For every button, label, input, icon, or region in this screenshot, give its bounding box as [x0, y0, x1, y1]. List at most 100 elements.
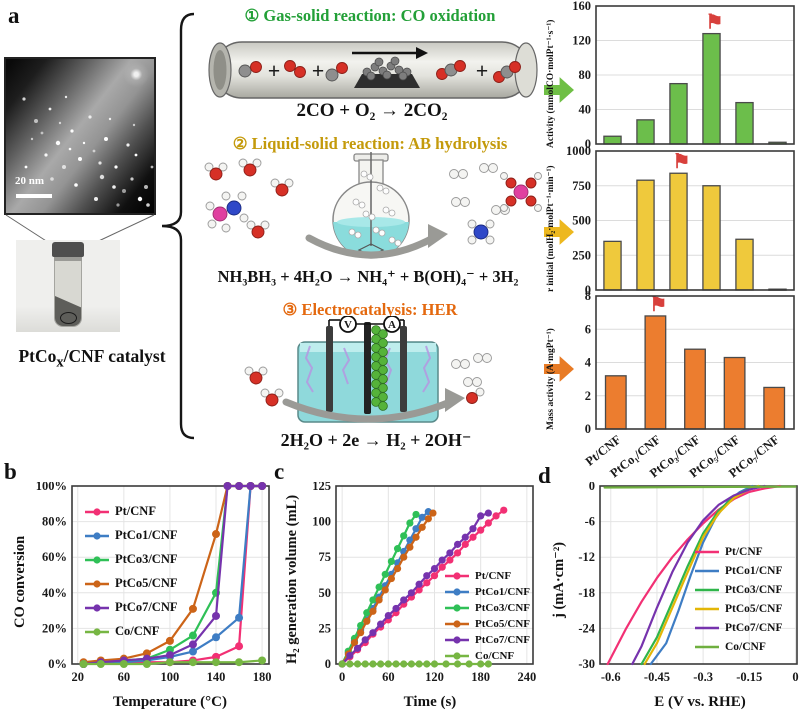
svg-text:750: 750	[572, 179, 591, 193]
vial-body	[54, 261, 82, 327]
legend-item-PtCo1/CNF: PtCo1/CNF	[444, 586, 530, 598]
svg-text:180: 180	[471, 670, 490, 684]
tem-scale-bar	[16, 194, 52, 198]
svg-text:-0.45: -0.45	[644, 670, 670, 684]
legend-item-PtCo1/CNF: PtCo1/CNF	[695, 565, 783, 577]
bar-chart-ab-rate: 0 250 500 750 1000 ⚑	[566, 146, 795, 296]
bar-chart-co-activity: 0 40 80 120 160 ⚑	[572, 0, 795, 150]
legend-item-PtCo5/CNF: PtCo5/CNF	[695, 603, 783, 615]
legend-item-PtCo3/CNF: PtCo3/CNF	[84, 552, 178, 567]
reaction3-title: ③ Electrocatalysis: HER	[282, 300, 458, 319]
svg-text:120: 120	[425, 670, 444, 684]
legend-item-PtCo1/CNF: PtCo1/CNF	[84, 528, 178, 543]
svg-text:80: 80	[579, 68, 592, 82]
svg-text:20: 20	[72, 670, 85, 684]
svg-text:20%: 20%	[42, 621, 67, 635]
ammeter-label: A	[388, 319, 396, 331]
svg-text:0: 0	[585, 137, 591, 150]
svg-text:-12: -12	[578, 550, 595, 564]
panel-c-x-axis-title: Time (s)	[403, 694, 457, 710]
panel-b-legend: Pt/CNF PtCo1/CNF PtCo3/CNF PtCo5/CNF PtCo7/C…	[84, 504, 178, 648]
line-chart-co-conversion: 20 60 100 140 180 0% 20% 40% 60% 80% 100%	[36, 482, 271, 684]
reaction1-title: ① Gas-solid reaction: CO oxidation	[244, 6, 496, 25]
bar1-y-axis-title: Activity (mmolCO·molPt⁻¹·s⁻¹)	[546, 19, 556, 148]
svg-text:75: 75	[319, 550, 332, 564]
svg-text:2: 2	[585, 389, 591, 403]
bar-PtCo₃/CNF	[669, 172, 688, 291]
tem-image: 20 nm	[4, 57, 156, 215]
svg-text:0%: 0%	[48, 657, 67, 671]
line-chart-polarization: -0.6 -0.45 -0.3 -0.15 0 0 -6 -12 -18 -24 -30	[578, 482, 798, 684]
bar-PtCo₁/CNF	[636, 179, 655, 291]
catalyst-label: PtCox/CNF catalyst	[18, 346, 166, 371]
reaction2-flask-graphic	[204, 152, 542, 259]
legend-item-PtCo7/CNF: PtCo7/CNF	[444, 634, 530, 646]
legend-item-Pt/CNF: Pt/CNF	[84, 504, 178, 519]
panel-b-y-axis-title: CO conversion	[12, 535, 28, 628]
best-flag-icon: ⚑	[673, 151, 691, 173]
svg-text:-24: -24	[578, 621, 595, 635]
svg-text:0: 0	[585, 283, 591, 296]
best-flag-icon: ⚑	[649, 294, 667, 316]
legend-item-PtCo7/CNF: PtCo7/CNF	[695, 622, 783, 634]
svg-text:-30: -30	[578, 657, 595, 671]
grouping-brace	[161, 12, 195, 440]
bar-Pt/CNF	[603, 240, 622, 291]
reaction1-tube-graphic: + + +	[208, 41, 538, 99]
svg-text:0: 0	[585, 422, 591, 436]
reaction2-title: ② Liquid-solid reaction: AB hydrolysis	[232, 134, 508, 153]
bar-PtCo₁/CNF	[636, 119, 655, 145]
panel-c-legend: Pt/CNF PtCo1/CNF PtCo3/CNF PtCo5/CNF PtCo7/C…	[444, 570, 530, 666]
voltmeter-label: V	[344, 319, 352, 331]
bar-PtCo₅/CNF	[702, 185, 721, 291]
vial-annotation-oval	[60, 312, 77, 324]
legend-item-Co/CNF: Co/CNF	[695, 641, 766, 653]
svg-text:40: 40	[579, 103, 592, 117]
tem-scale-bar-label: 20 nm	[15, 175, 45, 187]
legend-item-Pt/CNF: Pt/CNF	[444, 570, 530, 582]
bar-PtCo₃/CNF	[669, 82, 688, 145]
bar-PtCo₃/CNF	[684, 348, 706, 430]
reaction3-equation: 2H₂O + 2e → H₂ + 2OH⁻	[280, 430, 472, 450]
bar-PtCo₇/CNF	[763, 386, 786, 430]
svg-text:+: +	[476, 58, 489, 83]
svg-text:80%: 80%	[42, 515, 67, 529]
vial-ring	[54, 257, 82, 261]
svg-text:60%: 60%	[42, 550, 67, 564]
vial-cap	[52, 242, 84, 257]
bar-Pt/CNF	[604, 375, 627, 430]
panel-a-label: a	[8, 3, 20, 28]
svg-text:250: 250	[572, 248, 591, 262]
legend-item-PtCo3/CNF: PtCo3/CNF	[444, 602, 530, 614]
legend-item-PtCo5/CNF: PtCo5/CNF	[444, 618, 530, 630]
bar-PtCo₅/CNF	[723, 356, 746, 430]
legend-item-PtCo5/CNF: PtCo5/CNF	[84, 576, 178, 591]
legend-item-Co/CNF: Co/CNF	[444, 650, 530, 662]
bar-PtCo₁/CNF	[644, 315, 667, 430]
svg-text:0: 0	[325, 657, 331, 671]
series-PtCo5/CNF	[341, 511, 435, 666]
bar-PtCo₇/CNF	[735, 238, 754, 291]
svg-text:-0.6: -0.6	[601, 670, 621, 684]
bar-Pt/CNF	[603, 135, 622, 145]
svg-text:100: 100	[312, 515, 331, 529]
catalyst-vial-photo	[16, 240, 120, 332]
bar3-y-axis-title: Mass activity (A·mgPt⁻¹)	[546, 328, 556, 430]
series-Pt/CNF	[341, 509, 505, 666]
svg-text:+: +	[268, 58, 281, 83]
svg-text:50: 50	[319, 586, 332, 600]
tem-nanoparticle-dots	[22, 95, 154, 207]
panel-d-x-axis-title: E (V vs. RHE)	[654, 694, 746, 710]
reaction1-equation: 2CO + O₂ → 2CO₂	[296, 100, 448, 121]
legend-item-PtCo7/CNF: PtCo7/CNF	[84, 600, 178, 615]
line-chart-h2-volume: 0 60 120 180 240 0 25 50 75 100 125	[312, 482, 536, 684]
panel-c-label: c	[274, 459, 285, 484]
svg-text:0: 0	[339, 670, 345, 684]
svg-text:-0.3: -0.3	[693, 670, 713, 684]
svg-text:1000: 1000	[566, 146, 591, 158]
panel-c-y-axis-title: H₂ generation volume (mL)	[284, 494, 300, 664]
best-flag-icon: ⚑	[706, 12, 724, 34]
svg-text:8: 8	[585, 291, 591, 303]
legend-item-Co/CNF: Co/CNF	[84, 624, 178, 639]
